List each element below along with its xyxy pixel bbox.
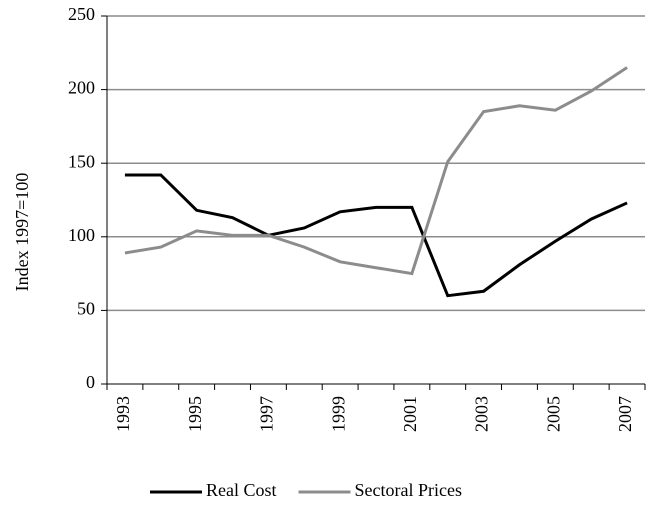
x-tick-label: 1993 xyxy=(113,396,133,432)
x-tick-label: 1995 xyxy=(185,396,205,432)
y-tick-label: 50 xyxy=(77,299,95,319)
series-line xyxy=(124,173,628,298)
y-axis-label: Index 1997=100 xyxy=(12,173,32,292)
x-tick-label: 2005 xyxy=(543,396,563,432)
legend-label: Real Cost xyxy=(206,480,277,500)
y-tick-label: 100 xyxy=(68,225,95,245)
x-tick-label: 2001 xyxy=(400,396,420,432)
x-tick-label: 2007 xyxy=(615,396,635,432)
y-tick-label: 0 xyxy=(86,372,95,392)
series-line xyxy=(124,66,628,276)
x-tick-label: 2003 xyxy=(472,396,492,432)
x-tick-label: 1999 xyxy=(328,396,348,432)
y-tick-label: 200 xyxy=(68,78,95,98)
x-tick-label: 1997 xyxy=(257,396,277,432)
y-tick-label: 150 xyxy=(68,151,95,171)
y-tick-label: 250 xyxy=(68,4,95,24)
legend-label: Sectoral Prices xyxy=(355,480,462,500)
